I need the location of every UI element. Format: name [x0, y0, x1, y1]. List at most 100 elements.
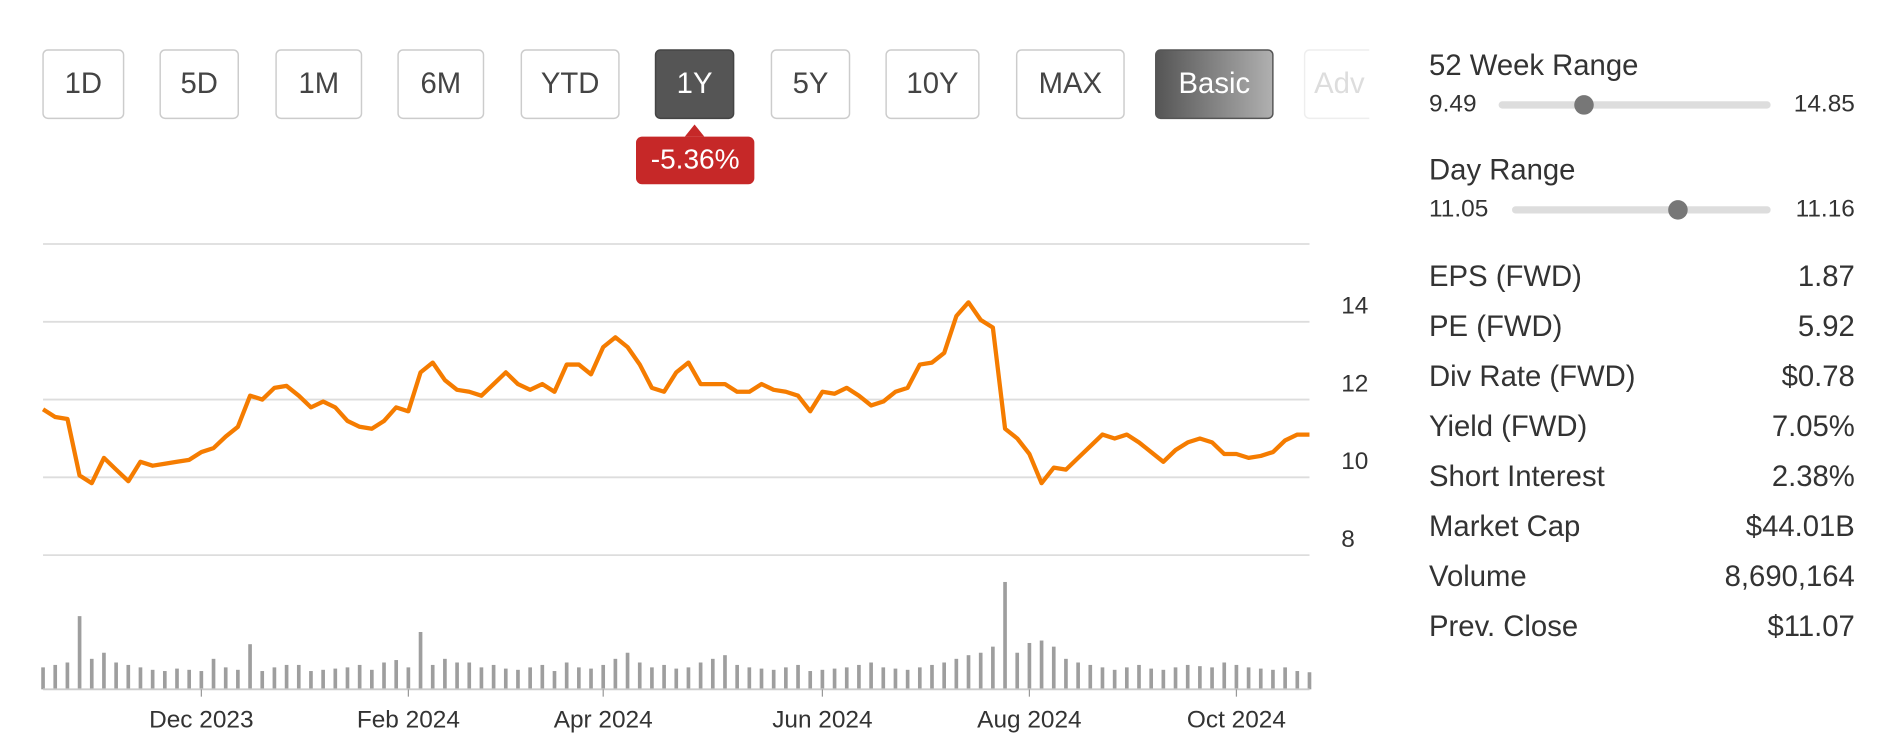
volume-bar [370, 669, 374, 690]
view-button[interactable]: Basic [1155, 49, 1274, 120]
button-label: 5Y [793, 67, 829, 100]
stat-value: $44.01B [1746, 510, 1855, 543]
range-button[interactable]: 1Y [654, 49, 735, 120]
volume-bar [1027, 642, 1032, 690]
range-low: 9.49 [1429, 90, 1476, 117]
volume-bar [491, 664, 496, 690]
x-tick-label: Aug 2024 [977, 707, 1081, 734]
view-button[interactable]: Adv [1303, 49, 1404, 120]
volume-bar [1258, 668, 1263, 690]
volume-bar [443, 658, 447, 690]
change-badge: -5.36% [651, 143, 740, 174]
volume-bar [1100, 667, 1105, 690]
volume-bar [747, 667, 752, 690]
volume-bar [1295, 671, 1300, 690]
stat-value: $0.78 [1782, 360, 1855, 393]
volume-bar [357, 664, 362, 690]
stat-label: PE (FWD) [1429, 310, 1562, 343]
range-button[interactable]: 5Y [770, 49, 851, 120]
volume-bar [978, 652, 983, 690]
volume-bar [637, 662, 642, 690]
range-track [1512, 206, 1771, 214]
range-button[interactable]: 1M [275, 49, 363, 120]
range-button[interactable]: YTD [520, 49, 620, 120]
volume-bar [1137, 664, 1141, 690]
volume-bar [577, 667, 581, 690]
volume-bar [406, 667, 411, 690]
volume-bar [954, 658, 959, 690]
button-label: 1M [298, 67, 339, 100]
volume-bar [1283, 667, 1287, 690]
volume-bar [857, 664, 861, 690]
range-dot [1668, 200, 1688, 220]
stat-label: Short Interest [1429, 460, 1605, 493]
badge-bg [636, 136, 755, 185]
button-bg [885, 49, 980, 120]
volume-bar [552, 671, 557, 690]
volume-bar [333, 668, 338, 690]
button-label: 6M [420, 67, 461, 100]
volume-bar [467, 662, 472, 690]
volume-bar [698, 662, 703, 690]
stat-value: 1.87 [1798, 260, 1855, 293]
x-tick-label: Feb 2024 [357, 707, 460, 734]
volume-bar [382, 662, 386, 690]
stat-value: 5.92 [1798, 310, 1855, 343]
button-label: Basic [1179, 67, 1251, 100]
volume-bar [321, 669, 325, 690]
range-high: 11.16 [1796, 195, 1855, 222]
volume-bar [65, 662, 70, 690]
range-button[interactable]: 5D [159, 49, 239, 120]
volume-bar [53, 664, 58, 690]
volume-bar [248, 644, 252, 690]
button-bg [397, 49, 485, 120]
button-bg [1303, 49, 1370, 120]
volume-bar [1015, 652, 1020, 690]
range-button[interactable]: 6M [397, 49, 485, 120]
range-button[interactable]: 10Y [885, 49, 980, 120]
volume-bar [479, 667, 484, 690]
volume-bar [650, 667, 654, 690]
volume-bar [1039, 640, 1044, 690]
volume-bar [284, 664, 289, 690]
volume-bar [516, 669, 520, 690]
volume-bar [1198, 666, 1202, 690]
volume-bar [1234, 664, 1239, 690]
volume-bar [1161, 669, 1166, 690]
stat-value: 2.38% [1772, 460, 1855, 493]
volume-bar [613, 658, 618, 690]
volume-bar [138, 667, 143, 690]
volume-bar [211, 658, 216, 690]
volume-bar [589, 668, 593, 690]
volume-bar [930, 664, 934, 690]
volume-bar [784, 667, 788, 690]
range-button[interactable]: 1D [42, 49, 125, 120]
stat-value: 7.05% [1772, 410, 1855, 443]
range-button[interactable]: MAX [1015, 49, 1125, 120]
volume-bar [418, 631, 423, 690]
stat-value: $11.07 [1768, 610, 1855, 643]
button-label: Adv [1314, 67, 1365, 100]
volume-bar [844, 667, 849, 690]
volume-bar [528, 667, 532, 690]
volume-bar [564, 662, 569, 690]
volume-bar [966, 655, 971, 690]
badge-pointer [684, 124, 705, 137]
volume-bar [1003, 581, 1007, 690]
volume-bar [296, 664, 301, 690]
volume-bar [41, 667, 45, 690]
volume-bar [808, 671, 813, 690]
button-bg [1015, 49, 1125, 120]
volume-bar [1271, 669, 1275, 690]
volume-bar [1064, 658, 1068, 690]
button-bg [520, 49, 620, 120]
volume-bar [625, 652, 630, 690]
range-label: Day Range [1429, 154, 1575, 187]
y-tick-label: 8 [1341, 526, 1355, 553]
range-dot [1574, 95, 1594, 115]
volume-bar [686, 667, 691, 690]
volume-bar [820, 669, 825, 690]
x-tick-label: Dec 2023 [149, 707, 253, 734]
volume-bar [1173, 667, 1178, 690]
